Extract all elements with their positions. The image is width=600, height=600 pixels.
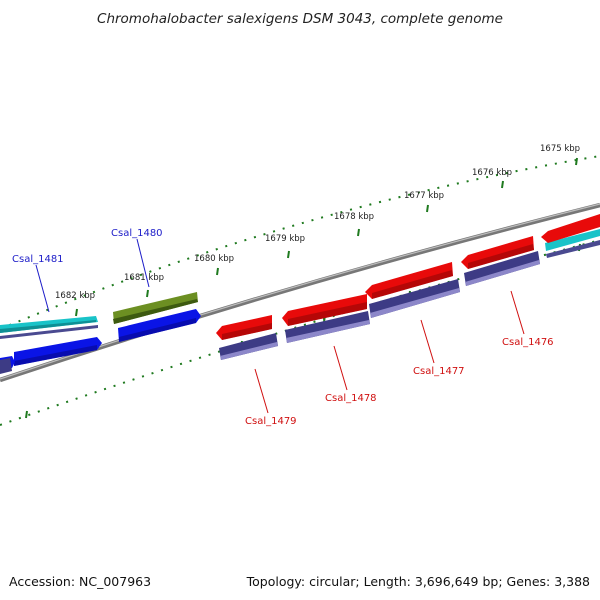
gene-label-csal-1477[interactable]: Csal_1477: [413, 366, 465, 377]
outer-scale-ring: [0, 155, 600, 330]
leader-csal-1477: [420, 319, 435, 364]
gene-cyan-right[interactable]: [545, 229, 600, 251]
accession-text: Accession: NC_007963: [9, 574, 151, 589]
tick-1675: [575, 157, 578, 166]
inner-tick: [25, 410, 28, 419]
leader-csal-1480: [136, 238, 150, 288]
tick-1680: [216, 267, 219, 276]
leader-csal-1479: [254, 368, 269, 414]
reverse-features: [0, 214, 600, 374]
gene-right-edge[interactable]: [541, 214, 600, 243]
tick-1676: [501, 180, 504, 189]
scale-label: 1677 kbp: [404, 191, 444, 201]
genome-title: Chromohalobacter salexigens DSM 3043, co…: [97, 11, 503, 27]
tick-1677: [426, 204, 429, 213]
gene-label-csal-1479[interactable]: Csal_1479: [245, 416, 297, 427]
scale-label: 1680 kbp: [194, 254, 234, 264]
major-ticks: [75, 157, 578, 317]
gene-label-csal-1478[interactable]: Csal_1478: [325, 393, 377, 404]
scale-labels: 1675 kbp 1676 kbp 1677 kbp 1678 kbp 1679…: [55, 144, 580, 301]
tick-1678: [357, 228, 360, 237]
gene-label-csal-1476[interactable]: Csal_1476: [502, 337, 554, 348]
scale-label: 1678 kbp: [334, 212, 374, 222]
tick-1681: [146, 289, 149, 298]
scale-label: 1681 kbp: [124, 273, 164, 283]
label-leaders: [35, 238, 525, 414]
scale-label: 1679 kbp: [265, 234, 305, 244]
scale-label: 1676 kbp: [472, 168, 512, 178]
tick-1679: [287, 250, 290, 259]
tick-1682: [75, 308, 78, 317]
leader-csal-1476: [510, 290, 525, 335]
leader-csal-1481: [35, 264, 50, 313]
gene-label-csal-1480[interactable]: Csal_1480: [111, 228, 163, 239]
gene-labels: Csal_1481 Csal_1480 Csal_1479 Csal_1478 …: [12, 228, 554, 427]
scale-label: 1682 kbp: [55, 291, 95, 301]
leader-csal-1478: [333, 345, 348, 391]
genome-summary-text: Topology: circular; Length: 3,696,649 bp…: [246, 574, 590, 589]
gene-label-csal-1481[interactable]: Csal_1481: [12, 254, 64, 265]
scale-label: 1675 kbp: [540, 144, 580, 154]
cds-left-edge[interactable]: [0, 358, 12, 374]
